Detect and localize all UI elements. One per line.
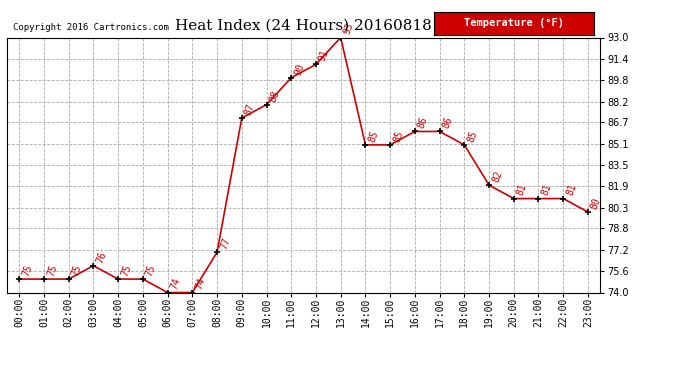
Text: 75: 75 — [144, 263, 158, 278]
Text: 85: 85 — [391, 129, 405, 144]
Text: 91: 91 — [317, 48, 331, 63]
Text: 77: 77 — [219, 236, 232, 251]
Text: Copyright 2016 Cartronics.com: Copyright 2016 Cartronics.com — [13, 23, 169, 32]
Text: 93: 93 — [342, 22, 355, 36]
Text: 76: 76 — [95, 250, 108, 264]
Text: 75: 75 — [119, 263, 133, 278]
Text: 87: 87 — [243, 102, 257, 117]
Text: 74: 74 — [194, 277, 207, 291]
Text: 85: 85 — [466, 129, 479, 144]
Text: 88: 88 — [268, 89, 282, 103]
Text: 80: 80 — [589, 196, 603, 211]
Text: 90: 90 — [293, 62, 306, 76]
Text: 75: 75 — [46, 263, 59, 278]
Text: 81: 81 — [564, 183, 578, 197]
Text: 86: 86 — [416, 116, 430, 130]
Text: 85: 85 — [367, 129, 380, 144]
Text: 81: 81 — [515, 183, 529, 197]
Text: 74: 74 — [169, 277, 182, 291]
Text: 75: 75 — [70, 263, 83, 278]
Text: 86: 86 — [441, 116, 455, 130]
Text: 82: 82 — [491, 169, 504, 184]
Text: Heat Index (24 Hours) 20160818: Heat Index (24 Hours) 20160818 — [175, 19, 432, 33]
Text: 75: 75 — [21, 263, 34, 278]
Text: 81: 81 — [540, 183, 553, 197]
